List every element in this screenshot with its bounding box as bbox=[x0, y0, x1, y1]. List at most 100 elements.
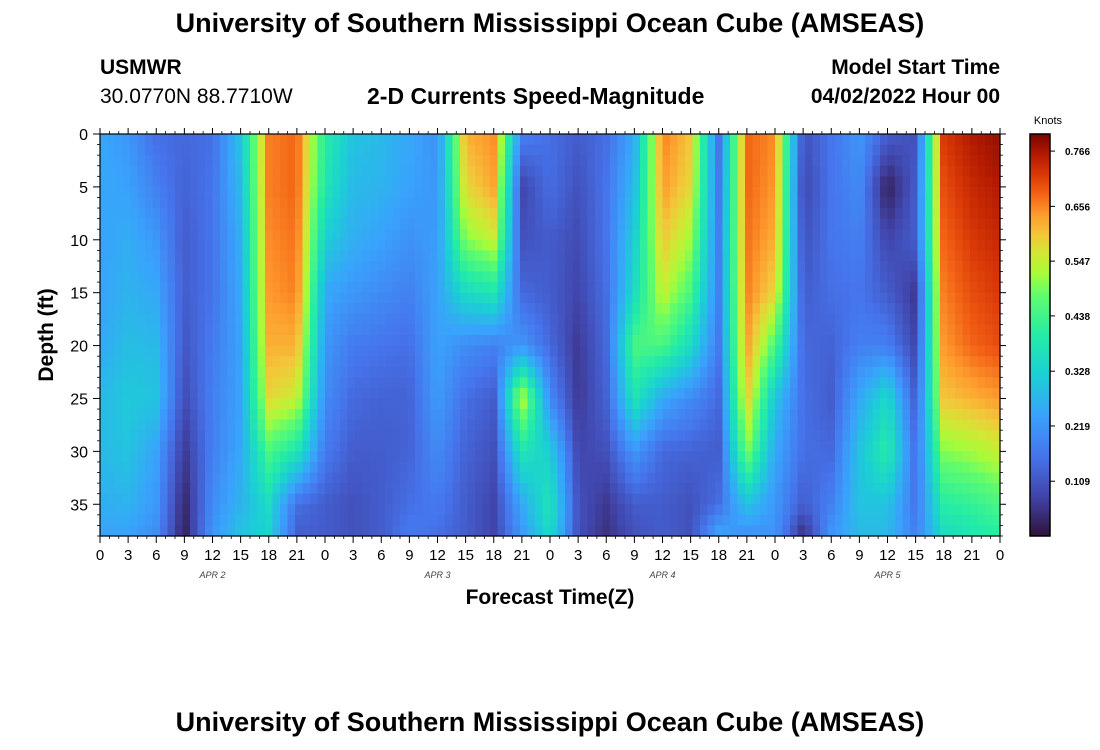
heatmap-cell bbox=[947, 483, 956, 495]
heatmap-cell bbox=[535, 250, 544, 262]
heatmap-cell bbox=[152, 176, 161, 188]
heatmap-cell bbox=[190, 356, 199, 368]
heatmap-cell bbox=[835, 229, 844, 241]
heatmap-cell bbox=[272, 229, 281, 241]
heatmap-cell bbox=[445, 197, 454, 209]
heatmap-cell bbox=[235, 451, 244, 463]
heatmap-cell bbox=[527, 260, 536, 273]
heatmap-cell bbox=[175, 134, 184, 146]
heatmap-cell bbox=[445, 366, 454, 378]
heatmap-cell bbox=[385, 345, 394, 357]
heatmap-cell bbox=[640, 461, 649, 474]
heatmap-cell bbox=[197, 282, 206, 294]
heatmap-cell bbox=[962, 440, 971, 452]
heatmap-cell bbox=[820, 229, 829, 241]
heatmap-cell bbox=[850, 514, 859, 527]
heatmap-cell bbox=[122, 292, 131, 304]
heatmap-cell bbox=[535, 419, 544, 431]
heatmap-cell bbox=[655, 483, 664, 495]
heatmap-cell bbox=[415, 366, 424, 378]
heatmap-cell bbox=[497, 208, 506, 220]
heatmap-cell bbox=[722, 398, 731, 410]
heatmap-cell bbox=[842, 134, 851, 146]
heatmap-cell bbox=[745, 324, 754, 336]
heatmap-cell bbox=[985, 356, 994, 368]
heatmap-cell bbox=[767, 292, 776, 304]
heatmap-cell bbox=[692, 144, 701, 156]
heatmap-cell bbox=[100, 504, 109, 516]
heatmap-cell bbox=[865, 218, 874, 230]
heatmap-cell bbox=[505, 144, 514, 156]
heatmap-cell bbox=[310, 387, 319, 400]
heatmap-cell bbox=[197, 208, 206, 220]
heatmap-cell bbox=[542, 250, 551, 262]
heatmap-cell bbox=[377, 250, 386, 262]
heatmap-cell bbox=[632, 197, 641, 209]
heatmap-cell bbox=[385, 504, 394, 516]
heatmap-cell bbox=[490, 197, 499, 209]
heatmap-cell bbox=[100, 335, 109, 347]
heatmap-cell bbox=[662, 186, 671, 199]
heatmap-cell bbox=[917, 165, 926, 177]
heatmap-cell bbox=[842, 155, 851, 167]
heatmap-cell bbox=[107, 282, 116, 294]
heatmap-cell bbox=[565, 282, 574, 294]
heatmap-cell bbox=[715, 493, 724, 505]
heatmap-cell bbox=[775, 250, 784, 262]
heatmap-cell bbox=[992, 451, 1001, 463]
heatmap-cell bbox=[722, 461, 731, 474]
heatmap-cell bbox=[872, 419, 881, 431]
heatmap-cell bbox=[475, 514, 484, 527]
heatmap-cell bbox=[115, 451, 124, 463]
heatmap-cell bbox=[505, 409, 514, 421]
heatmap-cell bbox=[932, 282, 941, 294]
heatmap-cell bbox=[632, 409, 641, 421]
heatmap-cell bbox=[670, 430, 679, 442]
heatmap-cell bbox=[175, 144, 184, 156]
heatmap-cell bbox=[302, 504, 311, 516]
heatmap-cell bbox=[872, 155, 881, 167]
heatmap-cell bbox=[400, 483, 409, 495]
heatmap-cell bbox=[835, 324, 844, 336]
heatmap-cell bbox=[602, 186, 611, 199]
heatmap-cell bbox=[662, 282, 671, 294]
heatmap-cell bbox=[842, 250, 851, 262]
heatmap-cell bbox=[475, 186, 484, 199]
heatmap-cell bbox=[167, 398, 176, 410]
heatmap-cell bbox=[520, 144, 529, 156]
heatmap-cell bbox=[235, 313, 244, 326]
heatmap-cell bbox=[572, 525, 581, 537]
heatmap-cell bbox=[182, 430, 191, 442]
heatmap-cell bbox=[190, 419, 199, 431]
heatmap-cell bbox=[460, 398, 469, 410]
heatmap-cell bbox=[362, 155, 371, 167]
heatmap-cell bbox=[175, 398, 184, 410]
heatmap-cell bbox=[857, 514, 866, 527]
heatmap-cell bbox=[385, 260, 394, 273]
heatmap-cell bbox=[752, 345, 761, 357]
heatmap-cell bbox=[572, 335, 581, 347]
heatmap-cell bbox=[932, 144, 941, 156]
heatmap-cell bbox=[940, 472, 949, 484]
heatmap-cell bbox=[700, 472, 709, 484]
heatmap-cell bbox=[220, 335, 229, 347]
heatmap-cell bbox=[760, 239, 769, 251]
heatmap-cell bbox=[572, 493, 581, 505]
heatmap-cell bbox=[490, 483, 499, 495]
heatmap-cell bbox=[160, 461, 169, 474]
heatmap-cell bbox=[977, 514, 986, 527]
heatmap-cell bbox=[655, 451, 664, 463]
heatmap-cell bbox=[160, 313, 169, 326]
heatmap-cell bbox=[580, 430, 589, 442]
heatmap-cell bbox=[910, 356, 919, 368]
heatmap-cell bbox=[715, 282, 724, 294]
heatmap-cell bbox=[332, 398, 341, 410]
heatmap-cell bbox=[617, 303, 626, 315]
heatmap-cell bbox=[490, 165, 499, 177]
heatmap-cell bbox=[865, 335, 874, 347]
heatmap-cell bbox=[385, 514, 394, 527]
heatmap-cell bbox=[362, 186, 371, 199]
heatmap-cell bbox=[662, 335, 671, 347]
colorbar-title: Knots bbox=[1034, 115, 1063, 127]
heatmap-cell bbox=[955, 303, 964, 315]
